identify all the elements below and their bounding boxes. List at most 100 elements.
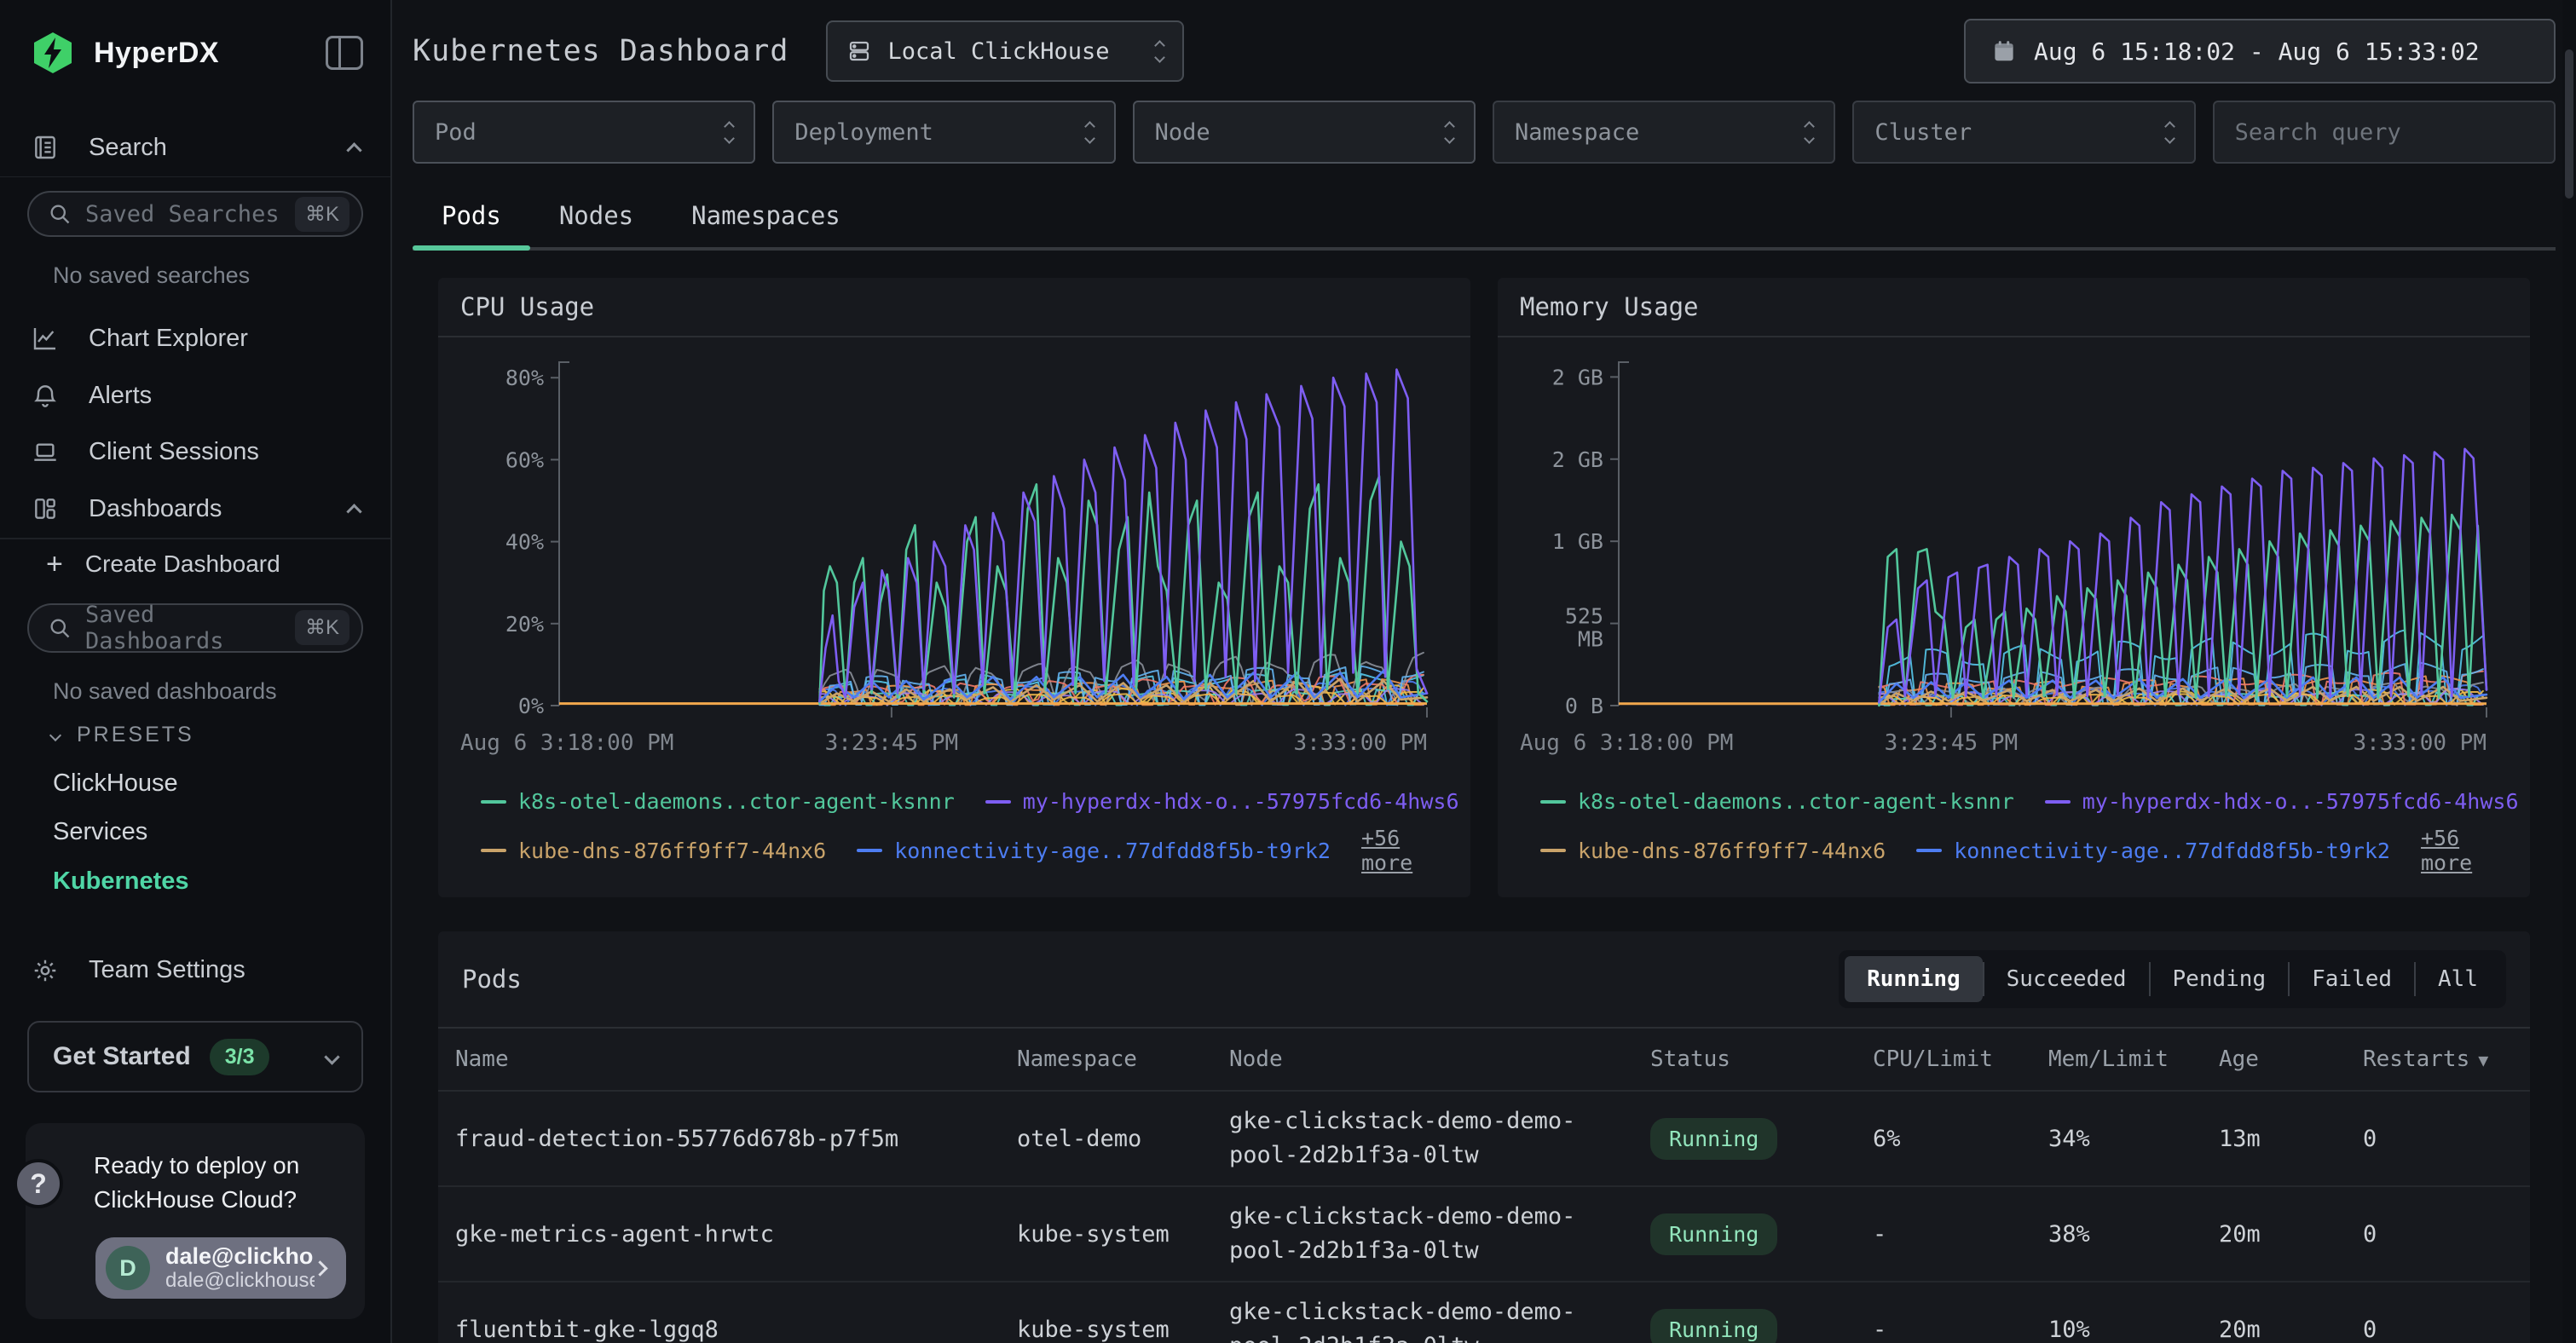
legend-more-link[interactable]: +56 more bbox=[1361, 826, 1457, 875]
saved-searches-input[interactable]: Saved Searches ⌘K bbox=[27, 191, 363, 237]
status-filter-pending[interactable]: Pending bbox=[2151, 956, 2289, 1002]
column-header-namespace[interactable]: Namespace bbox=[1017, 1046, 1229, 1072]
svg-text:Aug 6 3:18:00 PM: Aug 6 3:18:00 PM bbox=[460, 730, 673, 756]
legend-swatch bbox=[1916, 849, 1942, 852]
preset-services[interactable]: Services bbox=[0, 808, 390, 856]
get-started-label: Get Started bbox=[53, 1042, 191, 1071]
status-filter-all[interactable]: All bbox=[2416, 956, 2500, 1002]
select-chevrons-icon bbox=[725, 123, 733, 142]
sidebar-item-label: Team Settings bbox=[89, 956, 360, 984]
cloud-promo-panel: ? Ready to deploy on ClickHouse Cloud? D… bbox=[26, 1123, 365, 1319]
create-dashboard-button[interactable]: + Create Dashboard bbox=[0, 539, 390, 590]
column-header-restarts[interactable]: Restarts▼ bbox=[2363, 1046, 2530, 1072]
legend-item[interactable]: my-hyperdx-hdx-o..-57975fcd6-4hws6 bbox=[985, 789, 1459, 814]
legend-swatch bbox=[2045, 800, 2071, 804]
svg-text:3:33:00 PM: 3:33:00 PM bbox=[2353, 730, 2486, 756]
main-content: Kubernetes Dashboard Local ClickHouse Au… bbox=[392, 0, 2576, 1343]
get-started-button[interactable]: Get Started 3/3 bbox=[27, 1021, 363, 1092]
legend-item[interactable]: kube-dns-876ff9ff7-44nx6 bbox=[1540, 826, 1886, 875]
search-query-input[interactable]: Search query bbox=[2213, 101, 2556, 164]
legend-more-link[interactable]: +56 more bbox=[2421, 826, 2516, 875]
legend-item[interactable]: konnectivity-age..77dfdd8f5b-t9rk2 bbox=[857, 826, 1331, 875]
filter-placeholder: Namespace bbox=[1515, 119, 1800, 146]
search-icon bbox=[48, 616, 72, 640]
sidebar: HyperDX Search Saved Searches ⌘K No save… bbox=[0, 0, 392, 1343]
time-range-value: Aug 6 15:18:02 - Aug 6 15:33:02 bbox=[2034, 37, 2480, 66]
pod-mem: 38% bbox=[2048, 1221, 2219, 1248]
legend-swatch bbox=[481, 800, 506, 804]
svg-text:0 B: 0 B bbox=[1565, 694, 1603, 718]
pod-restarts: 0 bbox=[2363, 1317, 2530, 1343]
svg-text:525MB: 525MB bbox=[1565, 604, 1603, 652]
status-badge: Running bbox=[1650, 1118, 1777, 1160]
node-filter-select[interactable]: Node bbox=[1133, 101, 1476, 164]
page-scrollbar[interactable] bbox=[2562, 0, 2576, 1343]
pod-mem: 34% bbox=[2048, 1126, 2219, 1152]
tab-namespaces[interactable]: Namespaces bbox=[662, 189, 869, 247]
svg-text:0%: 0% bbox=[518, 694, 544, 718]
chart-title: Memory Usage bbox=[1520, 292, 1699, 321]
filter-placeholder: Deployment bbox=[794, 119, 1080, 146]
column-header-status[interactable]: Status bbox=[1650, 1046, 1873, 1072]
sidebar-item-chart-explorer[interactable]: Chart Explorer bbox=[0, 310, 390, 367]
column-header-node[interactable]: Node bbox=[1229, 1046, 1650, 1072]
datasource-select[interactable]: Local ClickHouse bbox=[826, 20, 1184, 82]
bell-icon bbox=[31, 381, 60, 410]
memory-usage-card: Memory Usage 2 GB2 GB1 GB525MB0 BAug 6 3… bbox=[1498, 278, 2530, 897]
pod-filter-select[interactable]: Pod bbox=[413, 101, 755, 164]
status-filter-running[interactable]: Running bbox=[1845, 956, 1983, 1002]
cluster-filter-select[interactable]: Cluster bbox=[1852, 101, 2195, 164]
status-filter-failed[interactable]: Failed bbox=[2290, 956, 2414, 1002]
pod-age: 20m bbox=[2219, 1317, 2363, 1343]
sidebar-item-client-sessions[interactable]: Client Sessions bbox=[0, 424, 390, 481]
legend-item[interactable]: my-hyperdx-hdx-o..-57975fcd6-4hws6 bbox=[2045, 789, 2519, 814]
select-chevrons-icon bbox=[1086, 123, 1094, 142]
sidebar-item-alerts[interactable]: Alerts bbox=[0, 367, 390, 424]
legend-item[interactable]: kube-dns-876ff9ff7-44nx6 bbox=[481, 826, 826, 875]
sidebar-footer: Get Started 3/3 ? Ready to deploy on Cli… bbox=[0, 999, 390, 1343]
no-saved-searches-text: No saved searches bbox=[0, 237, 390, 296]
help-icon[interactable]: ? bbox=[14, 1159, 63, 1208]
table-row[interactable]: fluentbit-gke-lggq8kube-systemgke-clicks… bbox=[438, 1282, 2530, 1343]
column-header-age[interactable]: Age bbox=[2219, 1046, 2363, 1072]
legend-item[interactable]: konnectivity-age..77dfdd8f5b-t9rk2 bbox=[1916, 826, 2390, 875]
preset-kubernetes[interactable]: Kubernetes bbox=[0, 856, 390, 905]
tab-nodes[interactable]: Nodes bbox=[530, 189, 662, 247]
cpu-usage-chart[interactable]: 80%60%40%20%0%Aug 6 3:18:00 PM3:23:45 PM… bbox=[447, 348, 1437, 774]
legend-item[interactable]: k8s-otel-daemons..ctor-agent-ksnnr bbox=[1540, 789, 2014, 814]
sidebar-collapse-icon[interactable] bbox=[326, 36, 363, 70]
chevron-up-icon bbox=[346, 504, 361, 519]
legend-item[interactable]: k8s-otel-daemons..ctor-agent-ksnnr bbox=[481, 789, 955, 814]
sidebar-item-team-settings[interactable]: Team Settings bbox=[0, 942, 390, 999]
table-header-row: Name Namespace Node Status CPU/Limit Mem… bbox=[438, 1029, 2530, 1092]
deployment-filter-select[interactable]: Deployment bbox=[772, 101, 1115, 164]
scrollbar-thumb[interactable] bbox=[2565, 49, 2573, 199]
user-menu[interactable]: D dale@clickhouse.com dale@clickhouse.co… bbox=[95, 1237, 346, 1299]
svg-text:80%: 80% bbox=[505, 366, 544, 390]
column-header-mem-limit[interactable]: Mem/Limit bbox=[2048, 1046, 2219, 1072]
preset-clickhouse[interactable]: ClickHouse bbox=[0, 758, 390, 807]
sidebar-item-label: Search bbox=[89, 134, 349, 162]
presets-toggle[interactable]: PRESETS bbox=[0, 712, 390, 759]
table-row[interactable]: fraud-detection-55776d678b-p7f5motel-dem… bbox=[438, 1092, 2530, 1187]
page-title: Kubernetes Dashboard bbox=[413, 34, 788, 68]
sidebar-item-search[interactable]: Search bbox=[0, 119, 390, 176]
column-header-name[interactable]: Name bbox=[455, 1046, 1017, 1072]
pod-name: fraud-detection-55776d678b-p7f5m bbox=[455, 1126, 1017, 1152]
saved-dashboards-input[interactable]: Saved Dashboards ⌘K bbox=[27, 603, 363, 653]
column-header-cpu-limit[interactable]: CPU/Limit bbox=[1873, 1046, 2048, 1072]
chevron-down-icon bbox=[49, 729, 61, 741]
tab-pods[interactable]: Pods bbox=[413, 189, 530, 247]
svg-text:3:33:00 PM: 3:33:00 PM bbox=[1293, 730, 1427, 756]
sidebar-header: HyperDX bbox=[0, 0, 390, 75]
time-range-picker[interactable]: Aug 6 15:18:02 - Aug 6 15:33:02 bbox=[1964, 19, 2556, 84]
table-row[interactable]: gke-metrics-agent-hrwtckube-systemgke-cl… bbox=[438, 1187, 2530, 1282]
sidebar-item-dashboards[interactable]: Dashboards bbox=[0, 481, 390, 538]
card-header: Memory Usage bbox=[1498, 278, 2530, 337]
pod-node: gke-clickstack-demo-demo-pool-2d2b1f3a-0… bbox=[1229, 1283, 1650, 1343]
namespace-filter-select[interactable]: Namespace bbox=[1493, 101, 1835, 164]
memory-usage-chart[interactable]: 2 GB2 GB1 GB525MB0 BAug 6 3:18:00 PM3:23… bbox=[1506, 348, 2497, 774]
shortcut-badge: ⌘K bbox=[295, 197, 349, 232]
status-filter-succeeded[interactable]: Succeeded bbox=[1984, 956, 2149, 1002]
legend-row: k8s-otel-daemons..ctor-agent-ksnnr my-hyp… bbox=[1540, 789, 2516, 814]
